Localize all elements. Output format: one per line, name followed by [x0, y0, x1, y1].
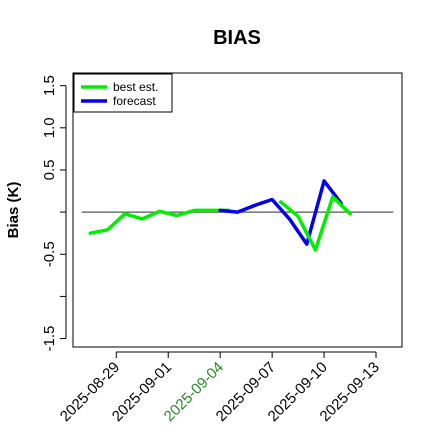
series-lines — [88, 179, 352, 252]
series-line-best-est-tail — [279, 195, 352, 252]
x-axis: 2025-08-292025-09-012025-09-042025-09-07… — [57, 351, 383, 425]
y-axis: -1.5 -0.5 0.5 1.0 1.5 — [41, 75, 67, 352]
plot-area — [72, 72, 403, 348]
y-tick-label: 0.5 — [41, 160, 58, 181]
y-tick-label: 1.5 — [41, 75, 58, 96]
series-line-forecast — [218, 179, 344, 246]
legend-label: best est. — [113, 80, 158, 94]
y-tick-label: -0.5 — [41, 241, 58, 267]
series-line-best-est — [88, 208, 231, 235]
y-tick-label: -1.5 — [41, 326, 58, 352]
chart-title: BIAS — [213, 27, 261, 49]
legend-box — [73, 73, 173, 113]
legend-label: forecast — [113, 94, 156, 108]
y-tick-label: 1.0 — [41, 117, 58, 138]
y-axis-label: Bias (K) — [5, 182, 22, 239]
legend: best est.forecast — [73, 73, 173, 113]
